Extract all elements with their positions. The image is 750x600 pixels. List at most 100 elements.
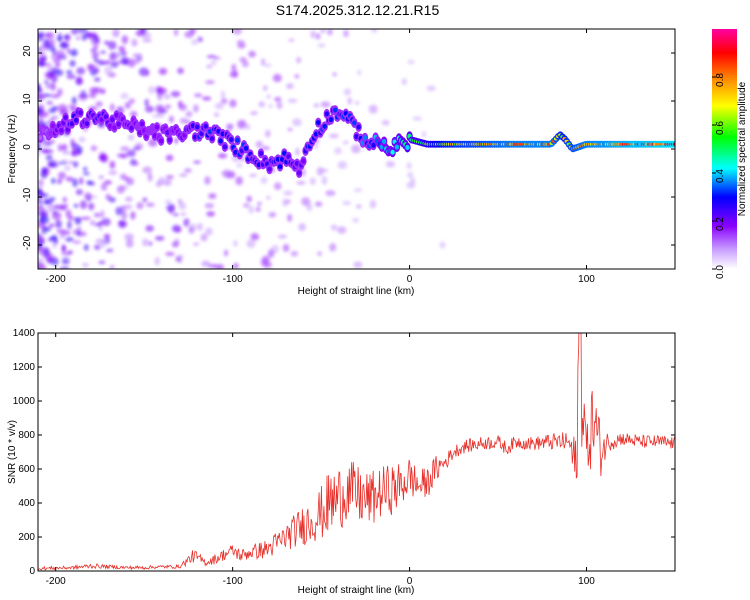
heatmap-xtick-label: 0: [407, 274, 413, 285]
heatmap-ridge-cell: [296, 170, 302, 176]
heatmap-noise-blob: [295, 147, 300, 156]
snr-xtick-label: -200: [46, 576, 66, 587]
heatmap-noise-blob: [314, 201, 323, 207]
heatmap-ridge: [38, 105, 675, 179]
heatmap-noise-blob: [78, 177, 84, 185]
heatmap-xtick-label: -100: [223, 274, 243, 285]
heatmap-noise-blob: [313, 144, 319, 149]
heatmap-ridge-cell: [405, 144, 410, 150]
heatmap-noise-blob: [193, 160, 202, 164]
heatmap-noise-blob: [109, 61, 119, 69]
heatmap-noise-blob: [41, 167, 48, 173]
heatmap-noise-blob: [147, 172, 153, 182]
heatmap-ylabel: Frequency (Hz): [7, 115, 18, 184]
heatmap-noise-blob: [82, 262, 89, 268]
heatmap-ridge-cell: [233, 149, 238, 155]
heatmap-noise-blob: [426, 85, 436, 92]
heatmap-ridge-cell: [371, 142, 376, 148]
heatmap-noise-blob: [268, 103, 273, 109]
heatmap-noise-blob: [145, 105, 155, 113]
heatmap-ridge-cell: [279, 156, 285, 162]
heatmap-noise-blob: [334, 147, 343, 155]
heatmap-noise-blob: [38, 261, 45, 268]
heatmap-noise-blob: [64, 33, 71, 42]
heatmap-ridge-cell: [48, 130, 53, 136]
heatmap-noise-blob: [255, 140, 263, 148]
heatmap-noise-blob: [38, 88, 43, 93]
heatmap-noise-blob: [401, 78, 407, 85]
colorbar-tick-label: 0.8: [715, 73, 726, 87]
heatmap-ridge-cell: [203, 123, 208, 129]
heatmap-ridge-cell: [222, 144, 228, 150]
heatmap-noise-blob: [52, 204, 62, 210]
heatmap-noise-blob: [184, 31, 194, 38]
heatmap-noise-blob: [72, 178, 78, 188]
heatmap-noise-blob: [77, 231, 87, 237]
heatmap-noise-blob: [174, 137, 179, 144]
heatmap-noise-blob: [263, 85, 268, 92]
heatmap-ridge-cell: [218, 138, 223, 144]
heatmap-noise-blob: [165, 174, 174, 180]
heatmap-noise-blob: [246, 239, 256, 249]
heatmap-noise-blob: [329, 243, 337, 252]
heatmap-noise-blob: [353, 261, 363, 268]
heatmap-noise-blob: [40, 141, 50, 147]
heatmap-noise-blob: [354, 101, 360, 105]
heatmap-noise-blob: [231, 64, 237, 72]
heatmap-noise-blob: [73, 203, 79, 208]
heatmap-noise-blob: [236, 39, 245, 45]
heatmap-ridge-cell: [275, 156, 281, 162]
heatmap-ridge-cell: [672, 142, 675, 146]
heatmap-noise-blob: [120, 205, 126, 211]
heatmap-noise-blob: [356, 204, 362, 209]
colorbar-tick-label: 0.0: [715, 265, 726, 279]
heatmap-ridge-cell: [322, 123, 327, 129]
heatmap-noise-blob: [126, 149, 136, 157]
heatmap-noise-blob: [343, 29, 349, 38]
heatmap-noise-blob: [51, 211, 62, 221]
heatmap-noise-blob: [255, 206, 261, 212]
heatmap-noise-blob: [94, 223, 102, 227]
heatmap-noise-blob: [62, 159, 68, 163]
heatmap-noise-blob: [329, 133, 339, 139]
heatmap-noise-blob: [267, 249, 275, 258]
snr-series-line: [38, 333, 675, 571]
heatmap-noise-blob: [287, 128, 293, 132]
heatmap-noise-blob: [132, 53, 142, 57]
heatmap-noise-blob: [48, 38, 55, 47]
heatmap-noise-blob: [107, 40, 117, 50]
heatmap-noise-blob: [193, 104, 199, 113]
heatmap-noise-blob: [282, 244, 290, 252]
snr-ytick-label: 1400: [13, 328, 36, 339]
heatmap-noise-blob: [172, 212, 179, 217]
heatmap-noise-blob: [206, 211, 216, 217]
heatmap-noise-blob: [154, 235, 165, 241]
heatmap-noise-blob: [98, 154, 107, 162]
heatmap-noise-blob: [71, 96, 77, 105]
heatmap-noise-blob: [93, 212, 101, 218]
heatmap-noise-blob: [51, 52, 59, 62]
heatmap-noise-blob: [317, 251, 323, 256]
heatmap-noise-blob: [266, 94, 271, 99]
heatmap-noise-blob: [44, 70, 55, 80]
heatmap-noise-blob: [233, 70, 239, 78]
heatmap-noise-blob: [116, 153, 124, 158]
heatmap-noise-blob: [147, 86, 156, 94]
heatmap-ridge-cell: [235, 137, 240, 143]
heatmap-noise-blob: [92, 87, 103, 94]
heatmap-noise-blob: [286, 83, 294, 89]
heatmap-ytick-label: -10: [22, 187, 33, 202]
heatmap-noise-blob: [196, 222, 203, 231]
heatmap-noise-blob: [241, 60, 250, 68]
heatmap-ridge-cell: [84, 121, 90, 127]
heatmap-noise-blob: [173, 29, 179, 36]
heatmap-noise-blob: [51, 68, 60, 73]
heatmap-noise-blob: [327, 29, 333, 36]
heatmap-noise-blob: [70, 48, 78, 57]
heatmap-noise-blob: [60, 203, 69, 208]
heatmap-noise-blob: [59, 42, 69, 49]
heatmap-noise-blob: [130, 111, 138, 118]
figure-title: S174.2025.312.12.21.R15: [275, 2, 440, 18]
heatmap-noise-blob: [44, 149, 54, 154]
heatmap-noise-blob: [40, 211, 49, 217]
